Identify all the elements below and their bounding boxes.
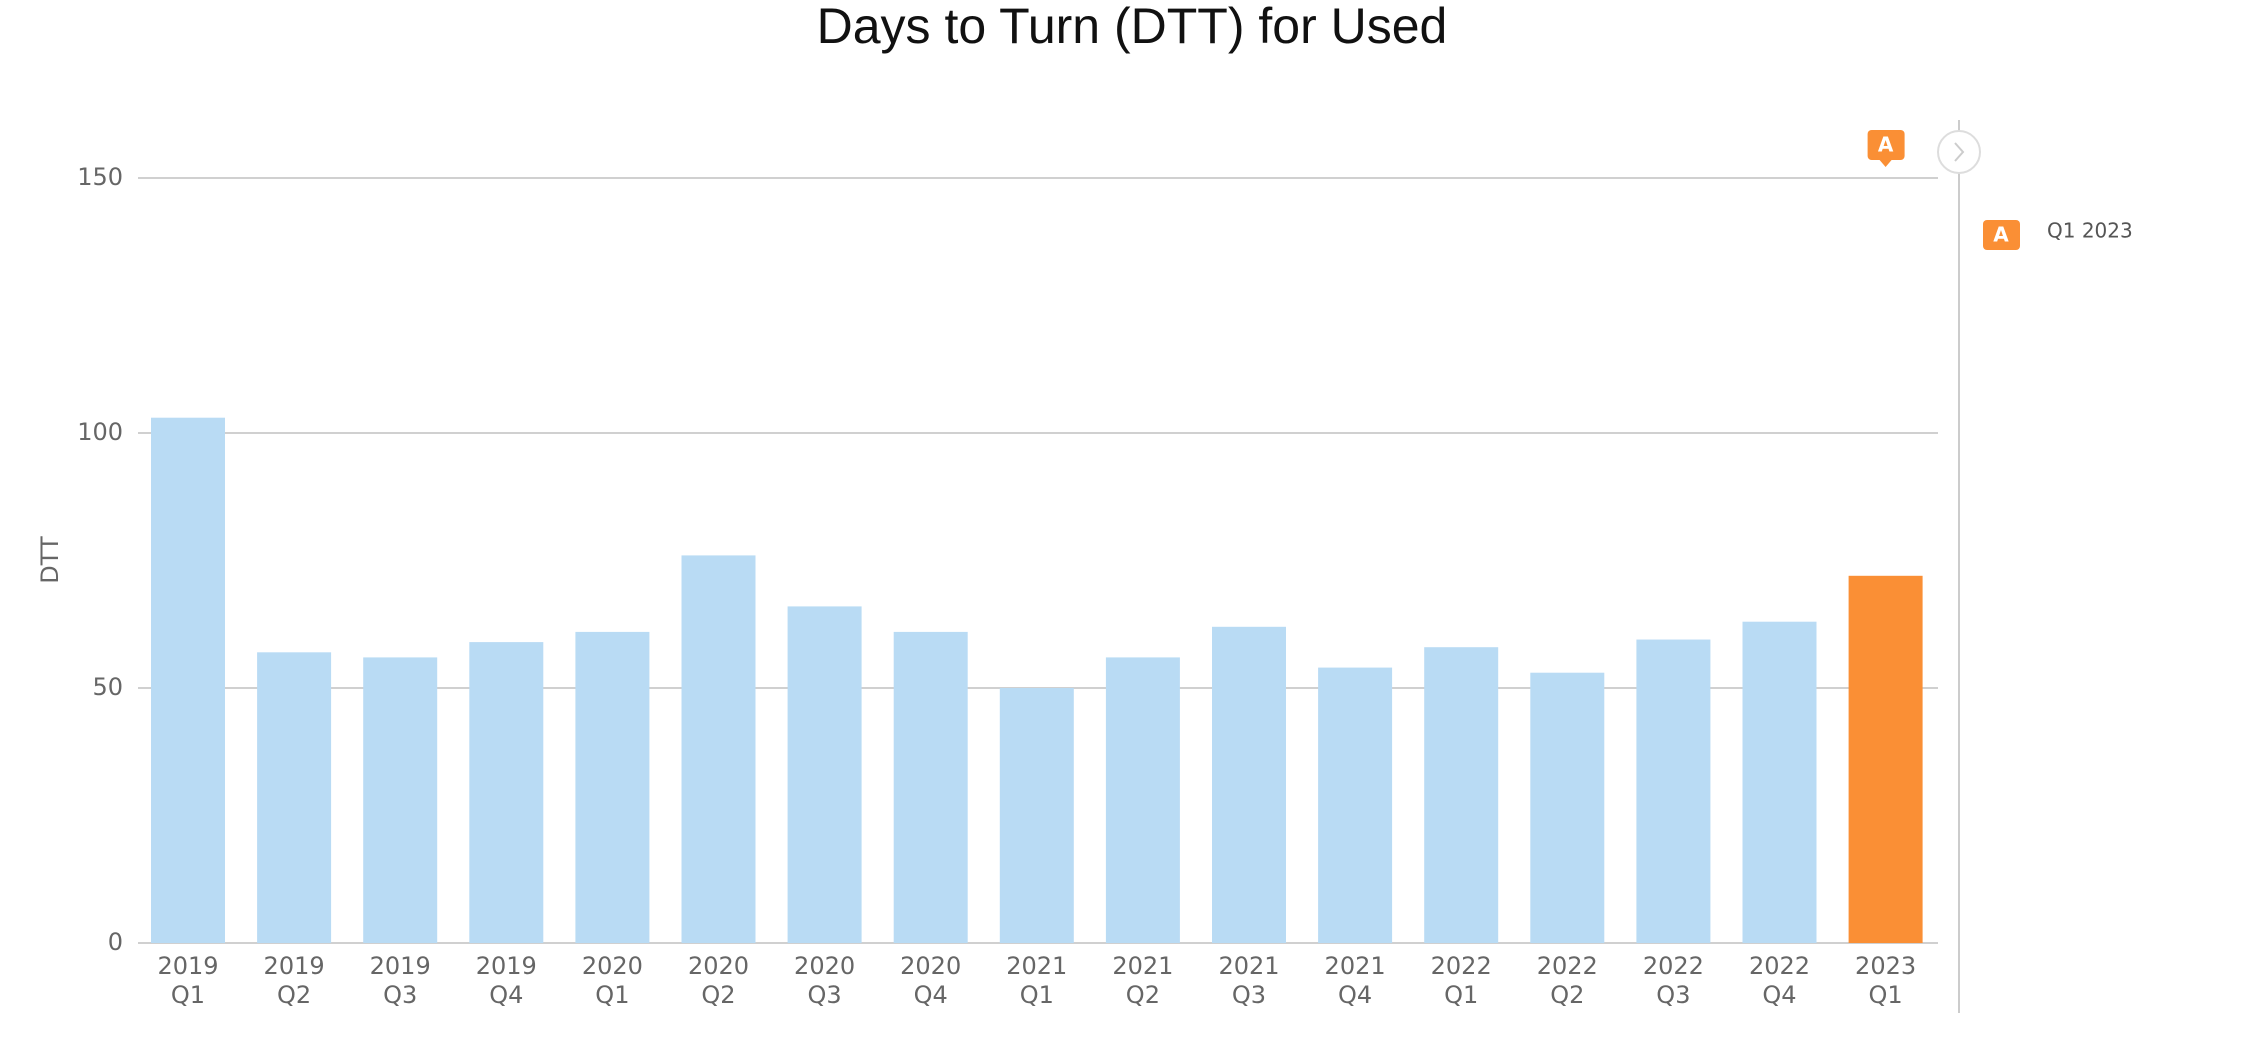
bar (893, 631, 968, 943)
annotation-letter: A (1878, 133, 1894, 157)
annotation-pointer (1879, 160, 1892, 167)
bar (787, 606, 862, 943)
x-tick-label: 2023 Q1 (1855, 952, 1917, 1009)
bar (1530, 672, 1605, 943)
x-tick-label: 2022 Q4 (1748, 952, 1811, 1009)
y-tick-label: 50 (92, 673, 123, 701)
bar (1318, 667, 1393, 943)
panel-toggle[interactable] (1937, 130, 1981, 174)
x-tick-label: 2019 Q1 (157, 952, 219, 1009)
chevron (1954, 142, 1965, 162)
x-tick-label: 2022 Q1 (1430, 952, 1492, 1009)
bar (681, 555, 756, 943)
legend-letter: A (1993, 223, 2009, 247)
x-tick-label: 2021 Q1 (1006, 952, 1068, 1009)
bar (363, 657, 438, 943)
x-tick-label: 2020 Q2 (687, 952, 750, 1009)
legend-label: Q1 2023 (2047, 219, 2133, 243)
y-tick-label: 150 (77, 163, 123, 191)
x-tick-label: 2021 Q2 (1112, 952, 1174, 1009)
x-tick-label: 2019 Q4 (475, 952, 537, 1009)
bar (1212, 626, 1286, 943)
x-tick-label: 2020 Q4 (900, 952, 962, 1009)
bar (1424, 647, 1499, 943)
legend-marker (1983, 220, 2020, 250)
bar (1105, 657, 1180, 943)
x-tick-label: 2022 Q3 (1642, 952, 1704, 1009)
x-tick-label: 2019 Q3 (369, 952, 431, 1009)
chart-title: Days to Turn (DTT) for Used (817, 0, 1448, 54)
y-axis-label: DTT (36, 536, 64, 584)
bar (999, 688, 1074, 943)
y-tick-label: 100 (77, 418, 123, 446)
bar (1848, 575, 1923, 943)
bar (1742, 621, 1817, 943)
x-tick-label: 2021 Q3 (1218, 952, 1280, 1009)
annotation-marker[interactable] (1867, 130, 1905, 160)
x-tick-label: 2019 Q2 (263, 952, 325, 1009)
x-tick-label: 2020 Q3 (794, 952, 856, 1009)
x-tick-label: 2022 Q2 (1536, 952, 1598, 1009)
bar (469, 642, 544, 943)
bar (575, 631, 650, 943)
bar (151, 417, 225, 943)
bar (257, 652, 332, 943)
x-tick-label: 2021 Q4 (1324, 952, 1386, 1009)
x-tick-label: 2020 Q1 (581, 952, 643, 1009)
y-tick-label: 0 (108, 928, 123, 956)
bar (1636, 639, 1711, 943)
